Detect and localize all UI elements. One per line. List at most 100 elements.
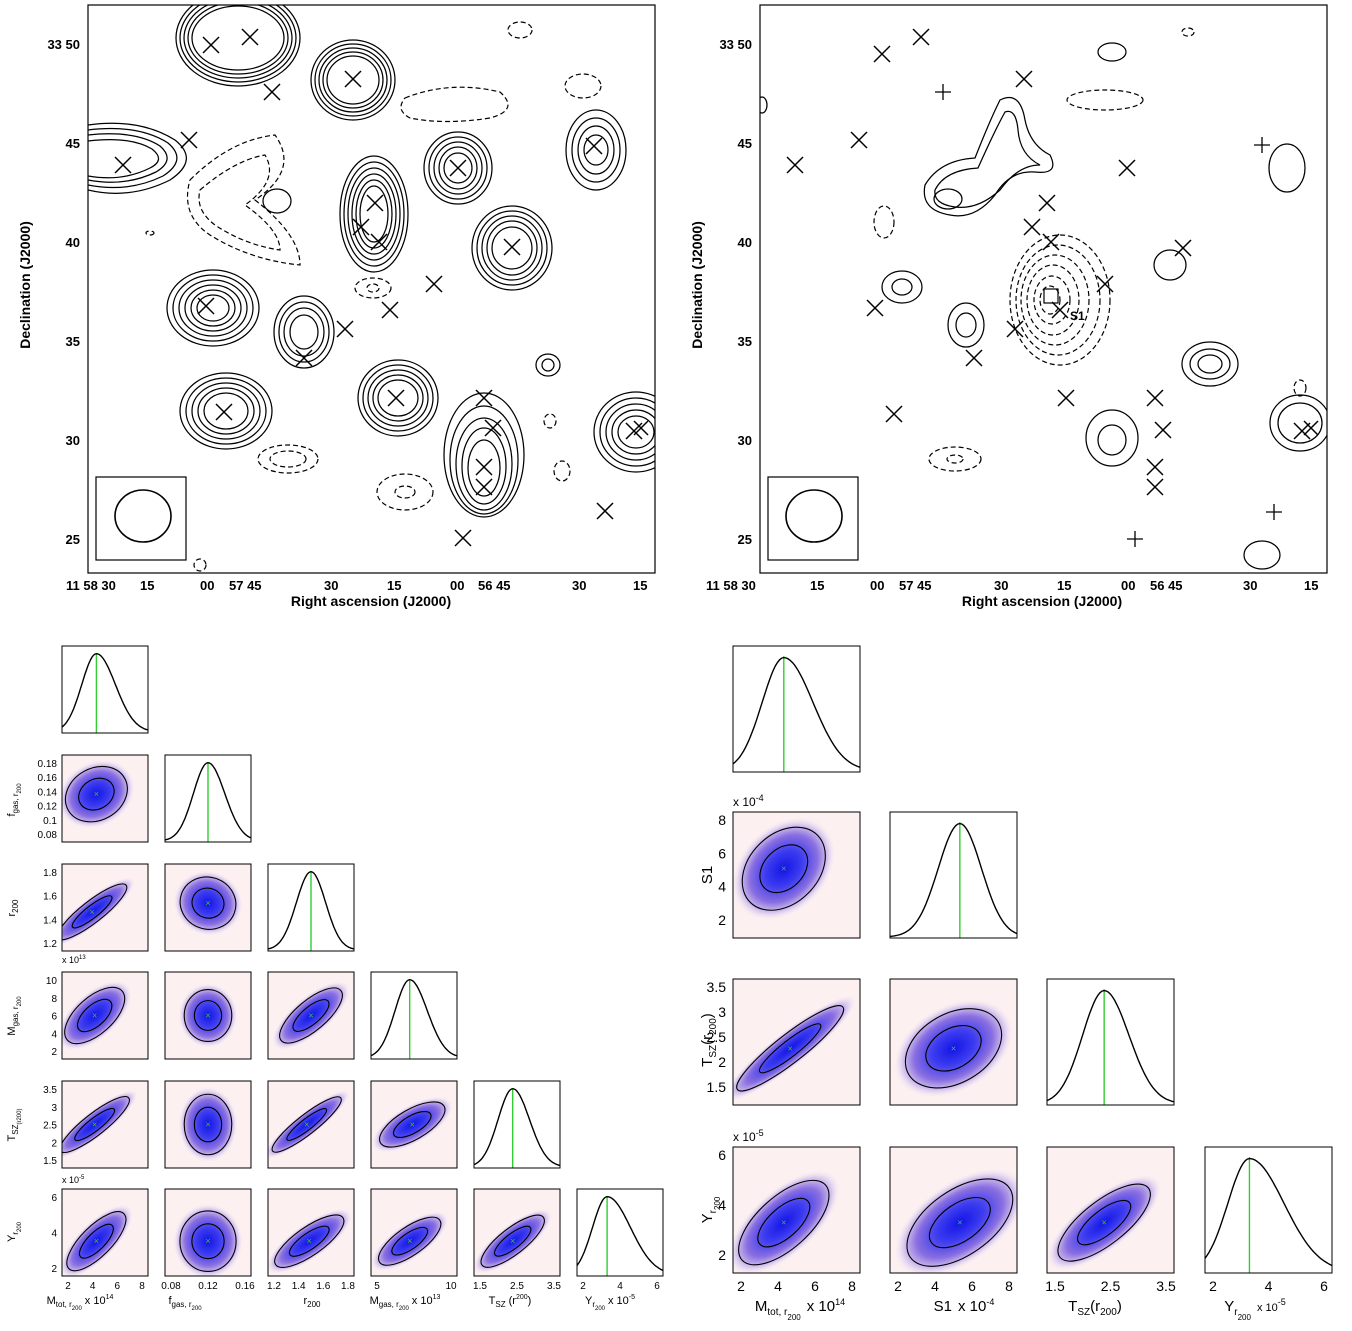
x-axis-label: S1 x 10-4 <box>934 1297 995 1315</box>
tick-label: 0.16 <box>38 773 58 784</box>
svg-text:33 50: 33 50 <box>719 37 752 52</box>
y-axis-label: Mgas, r200 <box>6 996 23 1036</box>
contour-95 <box>183 989 233 1042</box>
density <box>1047 1174 1162 1271</box>
panel-frame <box>370 1080 458 1169</box>
marginal-curve <box>267 870 355 950</box>
tick-label: 4 <box>931 1278 939 1294</box>
posterior <box>268 1089 350 1160</box>
mean-marker: × <box>307 1236 312 1246</box>
svg-text:15: 15 <box>810 578 824 593</box>
x-axis-label: r200 <box>303 1295 321 1309</box>
mean-marker: × <box>92 1011 97 1021</box>
tick-label: 4 <box>90 1281 96 1292</box>
contour-group <box>593 391 655 473</box>
contour-68 <box>292 999 330 1032</box>
source-label: S1 <box>1070 309 1085 323</box>
contour-95 <box>378 1216 442 1266</box>
tick-label: 5 <box>374 1281 380 1292</box>
svg-text:35: 35 <box>66 334 80 349</box>
y-axis-label: S1 <box>699 866 716 884</box>
marginal-curve <box>473 1087 561 1167</box>
axis-multiplier: x 10-5 <box>62 1175 85 1185</box>
mean-marker: × <box>781 1218 786 1228</box>
panel-frame <box>61 971 149 1060</box>
x-axis-label: Yr200x 10-5 <box>1224 1297 1286 1322</box>
posterior <box>62 980 133 1051</box>
svg-text:25: 25 <box>66 532 80 547</box>
axis-multiplier: x 10-4 <box>733 793 764 809</box>
svg-text:15: 15 <box>1304 578 1318 593</box>
tick-label: 4 <box>51 1029 57 1040</box>
tick-label: 2 <box>65 1281 71 1292</box>
tick-label: 8 <box>718 812 726 828</box>
tick-label: 2 <box>718 912 726 928</box>
svg-text:56 45: 56 45 <box>478 578 511 593</box>
marginal-curve <box>732 656 861 768</box>
marginal-curve <box>370 978 458 1057</box>
density <box>268 1089 350 1160</box>
map-right: S1 33 50 45 40 35 30 25 11 58 30 15 00 5… <box>689 4 1328 609</box>
tick-label: 0.14 <box>38 787 58 798</box>
x-axis-label: TSZ(r200) <box>489 1294 532 1309</box>
x-axis-label: Mgas, r200x 1013 <box>370 1294 441 1312</box>
tick-label: 1.8 <box>43 868 57 879</box>
tick-label: 2.5 <box>1101 1278 1121 1294</box>
tick-label: 6 <box>1320 1278 1328 1294</box>
mean-marker: × <box>205 898 210 908</box>
posterior <box>178 983 238 1048</box>
panel-frame <box>732 1146 861 1274</box>
mean-marker: × <box>304 1120 309 1130</box>
contour-group <box>443 392 525 518</box>
tick-label: 1.6 <box>316 1281 330 1292</box>
y-axis-label: Yr200 <box>6 1221 23 1242</box>
density <box>62 1204 134 1276</box>
contour-95 <box>379 1101 446 1148</box>
svg-text:57 45: 57 45 <box>229 578 262 593</box>
mean-marker: × <box>957 1218 962 1228</box>
marginal-curve <box>889 822 1018 938</box>
panel-frame <box>889 811 1018 939</box>
x-axis-label: fgas, r200 <box>168 1295 202 1312</box>
tick-label: 1.4 <box>292 1281 306 1292</box>
contour-68 <box>76 998 113 1033</box>
dec-ticks: 33 50 45 40 35 30 25 <box>47 37 80 547</box>
contour-95 <box>183 1093 233 1156</box>
axis-multiplier: x 1013 <box>62 955 86 965</box>
contour-68 <box>757 1197 811 1248</box>
contour-95 <box>274 1214 345 1268</box>
tick-label: 4 <box>617 1281 623 1292</box>
posterior <box>178 1086 238 1163</box>
tick-label: 6 <box>718 1147 726 1163</box>
contour-68 <box>71 895 113 929</box>
posterior <box>62 759 136 829</box>
tick-label: 3 <box>51 1103 57 1114</box>
mean-marker: × <box>94 1236 99 1246</box>
svg-text:30: 30 <box>1243 578 1257 593</box>
y-axis-label: Declination (J2000) <box>689 221 705 349</box>
contour-95 <box>738 1179 830 1266</box>
tick-label: 2 <box>51 1138 57 1149</box>
posterior <box>733 994 857 1102</box>
contour-95 <box>480 1214 545 1268</box>
panel-frame <box>732 978 861 1106</box>
source-box <box>1043 288 1059 304</box>
tick-label: 0.18 <box>38 759 58 770</box>
x-axis-label: Mtot, r200x 1014 <box>755 1297 845 1322</box>
tick-label: 10 <box>445 1281 457 1292</box>
density <box>733 816 836 921</box>
tick-label: 4 <box>718 1197 726 1213</box>
svg-text:00: 00 <box>200 578 214 593</box>
x-axis-label: Yr200x 10-5 <box>585 1294 635 1312</box>
mean-marker: × <box>1102 1218 1107 1228</box>
density <box>474 1208 553 1274</box>
svg-text:35: 35 <box>738 334 752 349</box>
tick-label: 3.5 <box>547 1281 561 1292</box>
mean-marker: × <box>407 1236 412 1246</box>
tick-label: 0.08 <box>38 830 58 841</box>
mean-marker: × <box>951 1043 956 1053</box>
mean-marker: × <box>308 1011 313 1021</box>
contour-68 <box>928 1196 991 1249</box>
contour-68 <box>925 1025 982 1072</box>
posterior <box>62 876 136 947</box>
